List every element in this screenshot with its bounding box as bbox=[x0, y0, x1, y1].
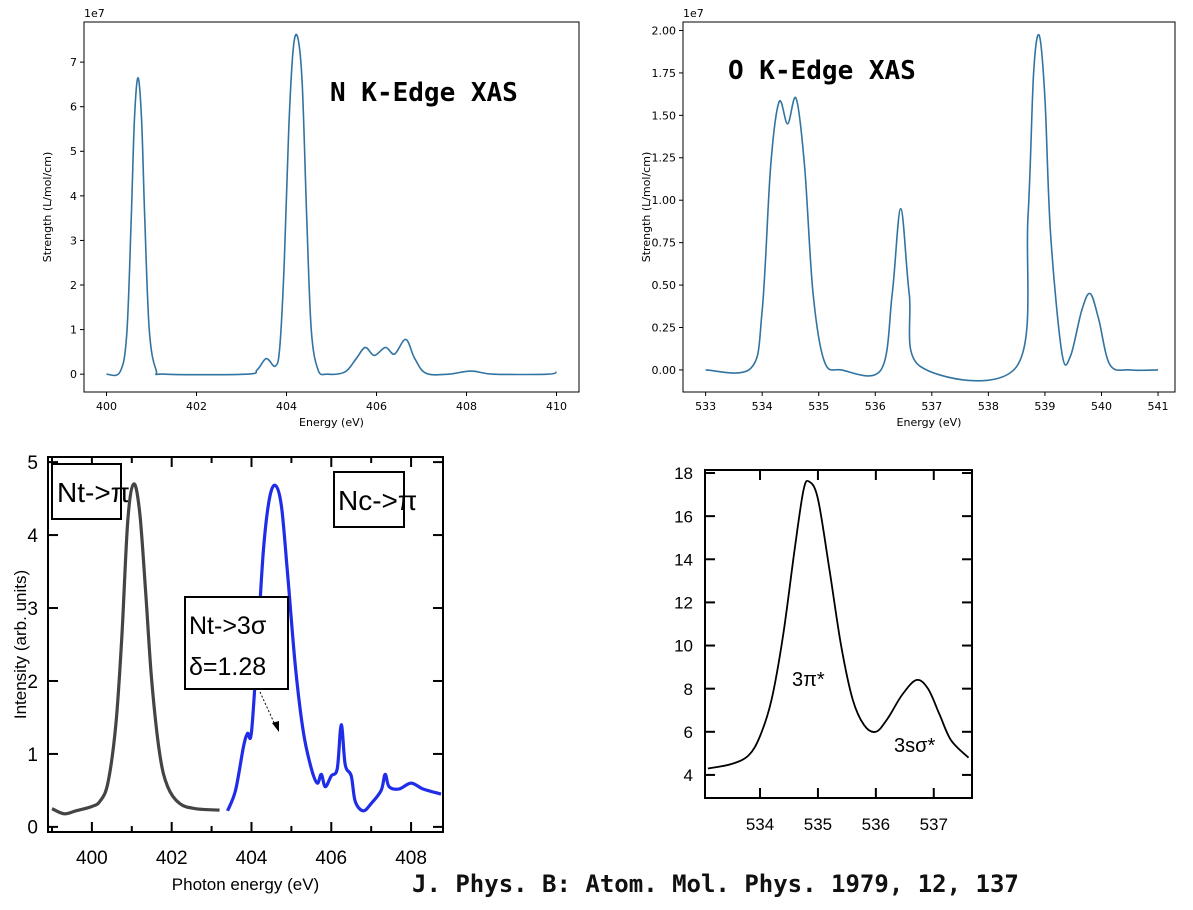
y-axis-label: Strength (L/mol/cm) bbox=[640, 152, 653, 262]
y-tick-label: 2 bbox=[70, 279, 77, 292]
y-tick-label: 7 bbox=[70, 56, 77, 69]
x-tick-label: 404 bbox=[236, 848, 268, 869]
plot-frame bbox=[83, 21, 580, 393]
series-line-1 bbox=[51, 482, 220, 816]
x-tick-label: 408 bbox=[395, 848, 427, 869]
x-tick-label: 535 bbox=[804, 815, 832, 834]
chart-3: 400 402 404 406 408 0 1 2 3 4 5 Photon energy (eV) I… bbox=[11, 453, 444, 894]
y-tick-label: 1.50 bbox=[652, 109, 677, 122]
series-line-1 bbox=[705, 33, 1159, 382]
arrow-head-icon bbox=[272, 721, 279, 732]
annotation-box-nt-3sigma bbox=[184, 596, 289, 690]
y-tick-label: 2.00 bbox=[652, 24, 677, 37]
annotation-nc-pi: Nc->π bbox=[338, 485, 417, 516]
x-tick-label: 402 bbox=[156, 848, 188, 869]
x-tick-label: 400 bbox=[96, 400, 117, 413]
y-tick-label: 3 bbox=[70, 234, 77, 247]
x-tick-label: 537 bbox=[921, 400, 942, 413]
y-tick-label: 1.75 bbox=[652, 67, 677, 80]
chart-2: 533 534 535 536 537 538 539 540 541 0.00 0.25 0.50 0… bbox=[640, 7, 1176, 429]
x-tick-label: 404 bbox=[276, 400, 297, 413]
annotation-nt-3sigma: Nt->3σ bbox=[189, 612, 267, 640]
x-tick-label: 533 bbox=[695, 400, 716, 413]
y-tick-label: 0.75 bbox=[652, 237, 677, 250]
y-tick-label: 0 bbox=[27, 818, 38, 839]
x-tick-label: 400 bbox=[76, 848, 108, 869]
x-tick-label: 540 bbox=[1091, 400, 1112, 413]
annotation-box-nc-pi bbox=[333, 471, 405, 528]
y-tick-label: 5 bbox=[27, 453, 38, 474]
y-tick-label: 1.25 bbox=[652, 152, 677, 165]
x-tick-label: 534 bbox=[752, 400, 773, 413]
y-tick-label: 16 bbox=[674, 507, 693, 526]
plot-frame bbox=[682, 21, 1176, 393]
x-tick-label: 538 bbox=[978, 400, 999, 413]
y-tick-label: 6 bbox=[684, 723, 693, 742]
annotation-3pi: 3π* bbox=[792, 669, 825, 691]
x-tick-label: 402 bbox=[186, 400, 207, 413]
y-axis-label: Strength (L/mol/cm) bbox=[41, 152, 54, 262]
y-tick-label: 0.50 bbox=[652, 279, 677, 292]
y-multiplier: 1e7 bbox=[683, 7, 704, 20]
y-tick-label: 3 bbox=[27, 599, 38, 620]
x-tick-label: 537 bbox=[920, 815, 948, 834]
y-tick-label: 0.25 bbox=[652, 321, 677, 334]
x-tick-label: 539 bbox=[1034, 400, 1055, 413]
plot-frame bbox=[704, 469, 973, 799]
y-tick-label: 5 bbox=[70, 145, 77, 158]
x-tick-label: 408 bbox=[456, 400, 477, 413]
chart-title: O K-Edge XAS bbox=[728, 56, 916, 86]
annotation-delta: δ=1.28 bbox=[189, 653, 266, 681]
y-tick-label: 14 bbox=[674, 550, 693, 569]
citation: J. Phys. B: Atom. Mol. Phys. 1979, 12, 1… bbox=[412, 870, 1019, 898]
chart-title: N K-Edge XAS bbox=[330, 78, 518, 108]
y-tick-label: 18 bbox=[674, 464, 693, 483]
series-line-1 bbox=[106, 33, 557, 377]
y-tick-label: 12 bbox=[674, 594, 693, 613]
annotation-3s-sigma: 3sσ* bbox=[894, 735, 935, 757]
x-tick-label: 535 bbox=[808, 400, 829, 413]
x-tick-label: 406 bbox=[315, 848, 347, 869]
x-tick-label: 541 bbox=[1148, 400, 1169, 413]
x-tick-label: 410 bbox=[546, 400, 567, 413]
y-tick-label: 4 bbox=[27, 526, 38, 547]
y-multiplier: 1e7 bbox=[84, 7, 105, 20]
chart-4: 534 535 536 537 4 6 8 10 12 14 16 18 3π* 3sσ* bbox=[674, 464, 973, 834]
x-tick-label: 406 bbox=[366, 400, 387, 413]
y-tick-label: 10 bbox=[674, 637, 693, 656]
x-tick-label: 536 bbox=[865, 400, 886, 413]
x-axis-label: Energy (eV) bbox=[299, 416, 364, 429]
plot-frame bbox=[47, 456, 444, 833]
annotation-arrow bbox=[259, 691, 277, 728]
x-tick-label: 534 bbox=[746, 815, 774, 834]
x-axis-label: Energy (eV) bbox=[897, 416, 962, 429]
y-tick-label: 1.00 bbox=[652, 194, 677, 207]
y-tick-label: 1 bbox=[27, 745, 38, 766]
x-tick-label: 536 bbox=[862, 815, 890, 834]
series-line-1 bbox=[707, 479, 970, 770]
y-tick-label: 0 bbox=[70, 368, 77, 381]
y-tick-label: 8 bbox=[684, 680, 693, 699]
y-tick-label: 0.00 bbox=[652, 364, 677, 377]
y-axis-label: Intensity (arb. units) bbox=[11, 570, 30, 719]
x-axis-label: Photon energy (eV) bbox=[172, 875, 319, 894]
y-tick-label: 1 bbox=[70, 324, 77, 337]
y-tick-label: 2 bbox=[27, 672, 38, 693]
y-tick-label: 4 bbox=[684, 766, 693, 785]
annotation-box-nt-pi bbox=[51, 463, 122, 520]
annotation-nt-pi: Nt->π bbox=[57, 477, 130, 508]
chart-1: 400 402 404 406 408 410 0 1 2 3 4 5 6 7 1e7 Energy (eV)… bbox=[41, 7, 580, 429]
y-tick-label: 6 bbox=[70, 101, 77, 114]
y-tick-label: 4 bbox=[70, 190, 77, 203]
